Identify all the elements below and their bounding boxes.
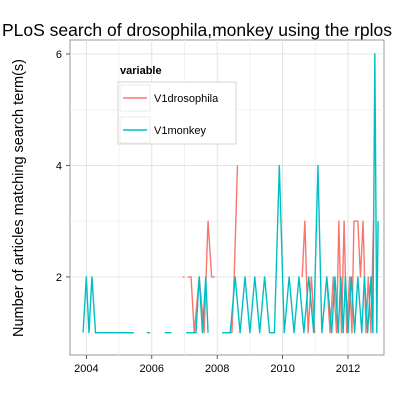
y-tick-label: 4: [56, 160, 62, 172]
y-tick-label: 6: [56, 49, 62, 61]
series-line-v1drosophila: [187, 220, 215, 334]
legend-label: V1monkey: [154, 125, 206, 137]
series-line-v1monkey: [186, 276, 209, 334]
legend-title: variable: [120, 65, 162, 77]
legend-label: V1drosophila: [154, 93, 219, 105]
legend-item: V1drosophila: [119, 84, 219, 112]
series-layer: [82, 53, 379, 334]
x-tick-label: 2010: [270, 363, 294, 375]
series-line-v1drosophila: [301, 220, 316, 334]
y-tick-label: 2: [56, 272, 62, 284]
series-v1monkey: [82, 53, 379, 334]
x-tick-label: 2008: [205, 363, 229, 375]
chart-title: PLoS search of drosophila,monkey using t…: [2, 20, 392, 40]
x-tick-label: 2012: [336, 363, 360, 375]
legend-item: V1monkey: [119, 116, 206, 144]
series-line-v1monkey: [82, 276, 134, 334]
legend: variable V1drosophila V1monkey: [117, 65, 237, 145]
legend-items: V1drosophila V1monkey: [119, 84, 219, 144]
x-tick-label: 2004: [74, 363, 98, 375]
axis-layer: 2004 2006 2008 2010 2012 2 4 6: [56, 49, 360, 375]
series-line-v1monkey: [222, 53, 379, 334]
series-line-v1drosophila: [326, 220, 375, 334]
x-tick-label: 2006: [140, 363, 164, 375]
y-axis-label: Number of articles matching search term(…: [11, 59, 27, 337]
